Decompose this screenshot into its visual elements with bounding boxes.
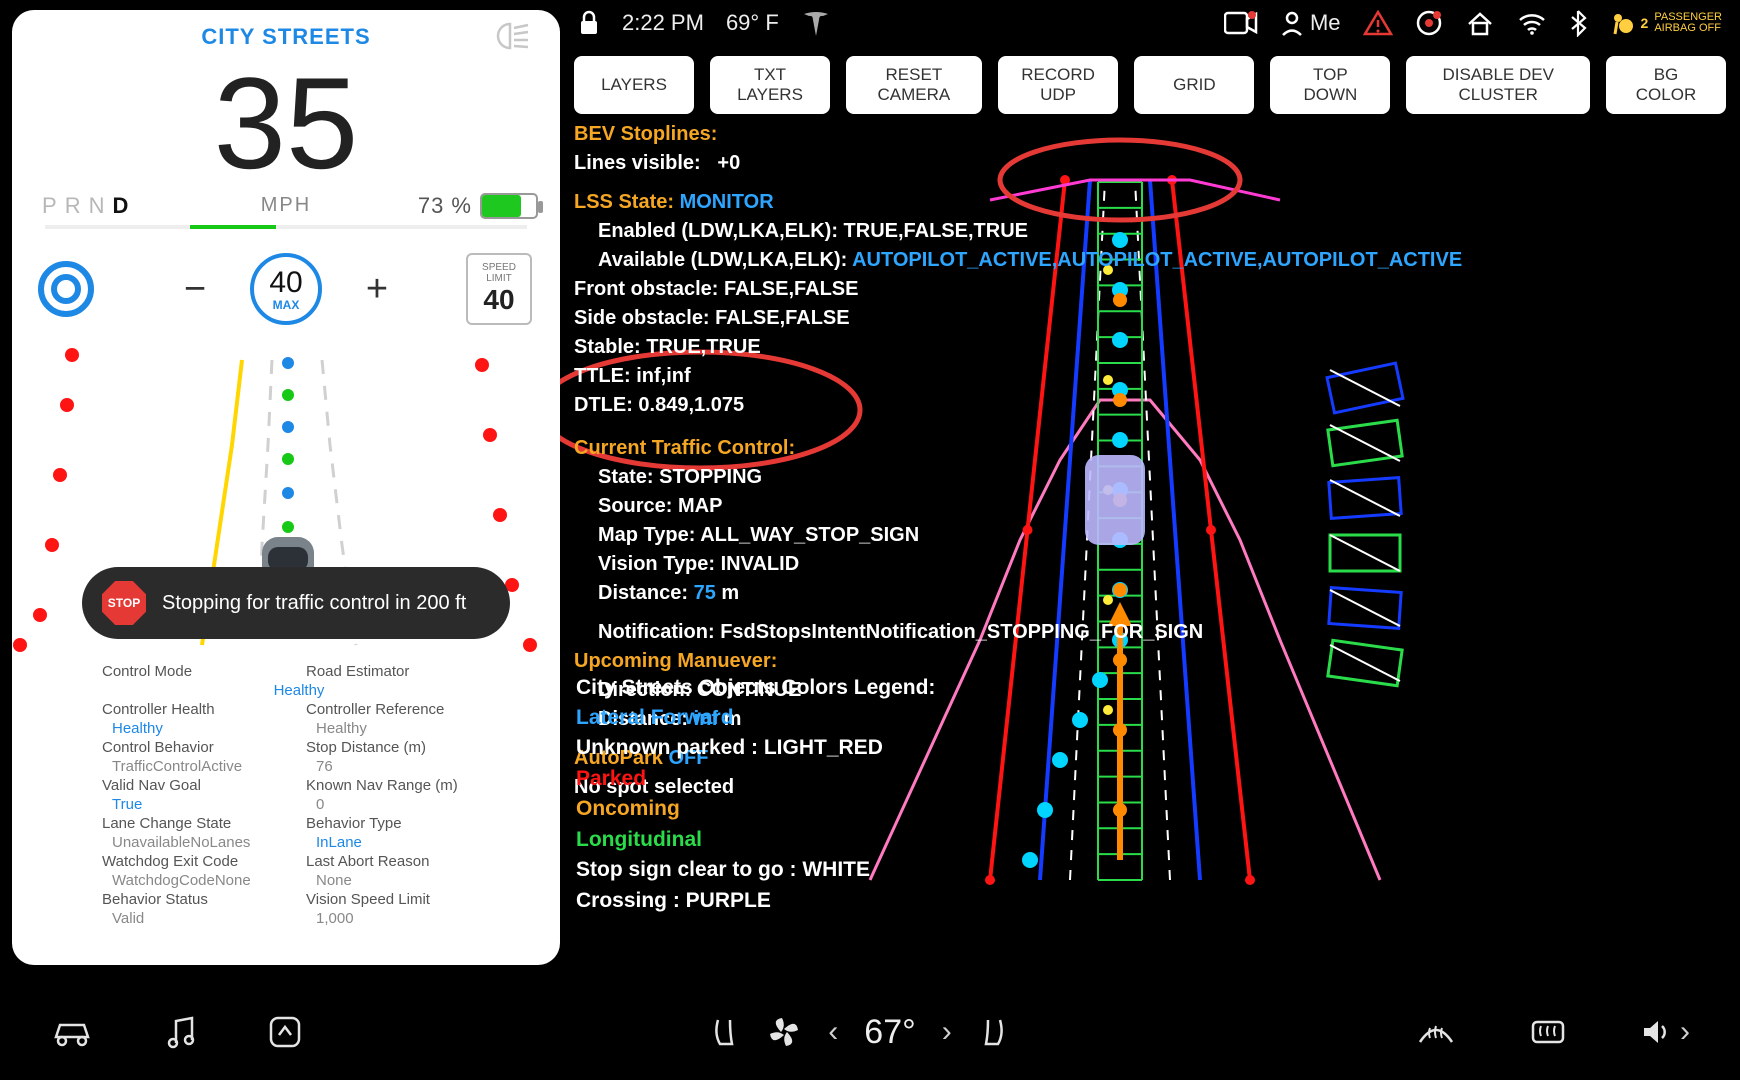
tesla-logo-icon (801, 8, 831, 38)
dev-btn-layers[interactable]: LAYERS (574, 56, 694, 114)
outside-temp: 69° F (726, 10, 779, 36)
music-icon[interactable] (166, 1015, 196, 1049)
gear-indicator: PRND (42, 193, 136, 219)
stop-sign-icon: STOP (102, 581, 146, 625)
speed-limit-sign: SPEEDLIMIT 40 (466, 253, 532, 325)
color-legend: City Streets Objects Colors Legend: Late… (576, 673, 935, 917)
temp-down-button[interactable]: ‹ (828, 1015, 838, 1049)
dev-btn-grid[interactable]: GRID (1134, 56, 1254, 114)
left-seat-heat-icon[interactable] (710, 1014, 740, 1050)
dev-btn-reset-camera[interactable]: RESET CAMERA (846, 56, 982, 114)
app-launcher-icon[interactable] (268, 1015, 302, 1049)
speed-increase-button[interactable]: + (362, 268, 392, 311)
clock: 2:22 PM (622, 10, 704, 36)
dev-toolbar: LAYERS TXT LAYERS RESET CAMERA RECORD UDP GR… (560, 46, 1740, 120)
person-icon (1280, 10, 1304, 36)
traffic-control-alert: STOP Stopping for traffic control in 200… (82, 567, 510, 639)
temp-up-button[interactable]: › (942, 1015, 952, 1049)
homelink-icon[interactable] (1465, 10, 1495, 36)
defrost-front-icon[interactable] (1416, 1016, 1456, 1048)
profile-button[interactable]: Me (1280, 10, 1341, 36)
dev-btn-top-down[interactable]: TOP DOWN (1270, 56, 1390, 114)
status-bar: 2:22 PM 69° F Me (560, 0, 1740, 46)
regen-bar (45, 225, 527, 229)
dev-btn-disable-dev-cluster[interactable]: DISABLE DEV CLUSTER (1406, 56, 1590, 114)
defrost-rear-icon[interactable] (1528, 1016, 1568, 1048)
speed-readout: 35 (12, 58, 560, 188)
debug-info-grid: Control Mode Road Estimator Healthy Cont… (12, 645, 560, 927)
fan-icon[interactable] (766, 1014, 802, 1050)
bluetooth-icon[interactable] (1569, 9, 1587, 37)
dev-btn-txt-layers[interactable]: TXT LAYERS (710, 56, 830, 114)
wifi-icon[interactable] (1517, 11, 1547, 35)
lock-icon[interactable] (578, 10, 600, 36)
dev-btn-bg-color[interactable]: BG COLOR (1606, 56, 1726, 114)
driver-cluster: CITY STREETS 35 PRND MPH 73 % − 40 MAX + (12, 10, 560, 965)
cabin-temp: 67° (864, 1013, 915, 1052)
bottom-dock: ‹ 67° › › (0, 984, 1740, 1080)
airbag-indicator: 2 PASSENGERAIRBAG OFF (1609, 10, 1722, 36)
autopilot-wheel-icon[interactable] (38, 261, 94, 317)
right-seat-heat-icon[interactable] (978, 1014, 1008, 1050)
drive-mode-label: CITY STREETS (201, 24, 370, 50)
dev-btn-record-udp[interactable]: RECORD UDP (998, 56, 1119, 114)
speed-decrease-button[interactable]: − (180, 268, 210, 311)
headlight-icon (492, 22, 532, 50)
dashcam-icon[interactable] (1224, 10, 1258, 36)
volume-control[interactable]: › (1640, 1015, 1690, 1049)
dev-visualization-panel: 2:22 PM 69° F Me (560, 0, 1740, 975)
battery-indicator: 73 % (418, 193, 538, 219)
volume-icon (1640, 1017, 1672, 1047)
sentry-icon[interactable] (1415, 9, 1443, 37)
warning-triangle-icon[interactable] (1363, 10, 1393, 36)
speed-unit: MPH (261, 194, 311, 217)
road-visualization: STOP Stopping for traffic control in 200… (12, 345, 560, 645)
car-icon[interactable] (50, 1017, 94, 1047)
set-speed-indicator[interactable]: 40 MAX (250, 253, 322, 325)
